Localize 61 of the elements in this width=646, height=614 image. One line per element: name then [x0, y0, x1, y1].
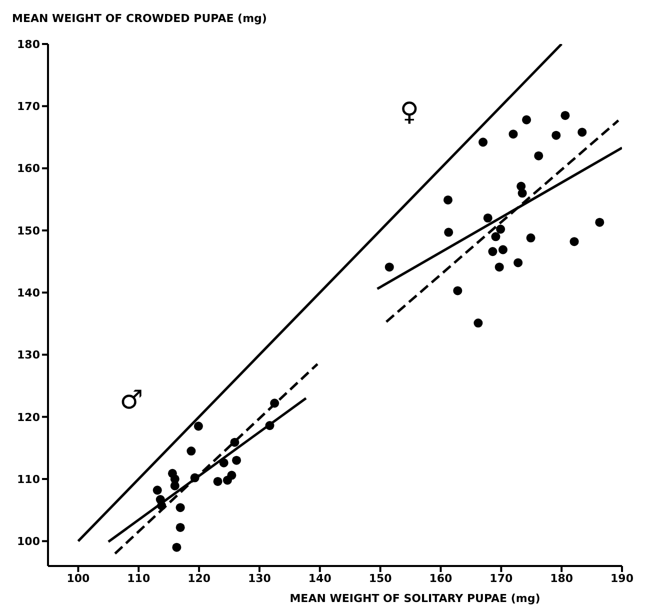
y-tick-label: 180 — [17, 38, 40, 51]
point — [172, 542, 182, 552]
point — [552, 130, 561, 140]
point — [491, 232, 500, 242]
point — [478, 138, 488, 147]
point — [219, 458, 228, 468]
y-tick-label: 130 — [17, 348, 40, 362]
point — [213, 476, 222, 486]
point — [152, 486, 162, 495]
y-tick-label: 160 — [17, 162, 40, 176]
point — [560, 110, 570, 120]
y-tick-label: 140 — [17, 286, 40, 300]
y-axis-title: MEAN WEIGHT OF CROWDED PUPAE (mg) — [12, 12, 267, 25]
point — [453, 286, 462, 296]
point — [194, 422, 203, 431]
x-axis-title: MEAN WEIGHT OF SOLITARY PUPAE (mg) — [290, 592, 540, 605]
point — [508, 130, 518, 139]
x-tick-label: 140 — [308, 572, 332, 585]
point — [176, 522, 185, 532]
point — [270, 398, 280, 408]
x-tick-label: 110 — [127, 572, 150, 585]
point — [595, 218, 604, 227]
x-tick-label: 130 — [248, 572, 272, 585]
x-tick-label: 150 — [368, 572, 392, 585]
x-tick-label: 170 — [490, 572, 513, 585]
annotation: ♂ — [120, 385, 144, 416]
point — [488, 247, 498, 256]
point — [518, 188, 527, 198]
point — [443, 195, 452, 204]
x-tick-label: 120 — [188, 572, 211, 585]
point — [496, 224, 506, 234]
point — [384, 262, 394, 272]
y-tick-label: 120 — [17, 410, 40, 424]
point — [157, 501, 166, 510]
point — [514, 258, 523, 268]
x-tick-label: 180 — [550, 572, 574, 585]
point — [522, 115, 532, 124]
point — [176, 503, 185, 512]
y-tick-label: 170 — [17, 100, 40, 114]
point — [265, 421, 274, 430]
x-tick-label: 160 — [429, 572, 453, 585]
point — [578, 128, 587, 137]
x-tick-label: 100 — [66, 572, 90, 585]
annotation: ♀ — [400, 98, 419, 128]
point — [474, 318, 483, 328]
y-tick-label: 110 — [17, 472, 40, 486]
point — [444, 228, 454, 237]
y-tick-label: 100 — [17, 535, 40, 548]
y-tick-label: 150 — [17, 224, 40, 238]
point — [570, 237, 579, 246]
x-tick-label: 190 — [610, 572, 634, 585]
point — [494, 262, 504, 272]
point — [230, 438, 240, 447]
point — [483, 213, 492, 223]
point — [186, 446, 196, 456]
point — [498, 245, 508, 254]
point — [227, 470, 236, 480]
point — [526, 233, 536, 242]
point — [534, 151, 544, 160]
point — [190, 473, 200, 482]
point — [232, 456, 242, 465]
